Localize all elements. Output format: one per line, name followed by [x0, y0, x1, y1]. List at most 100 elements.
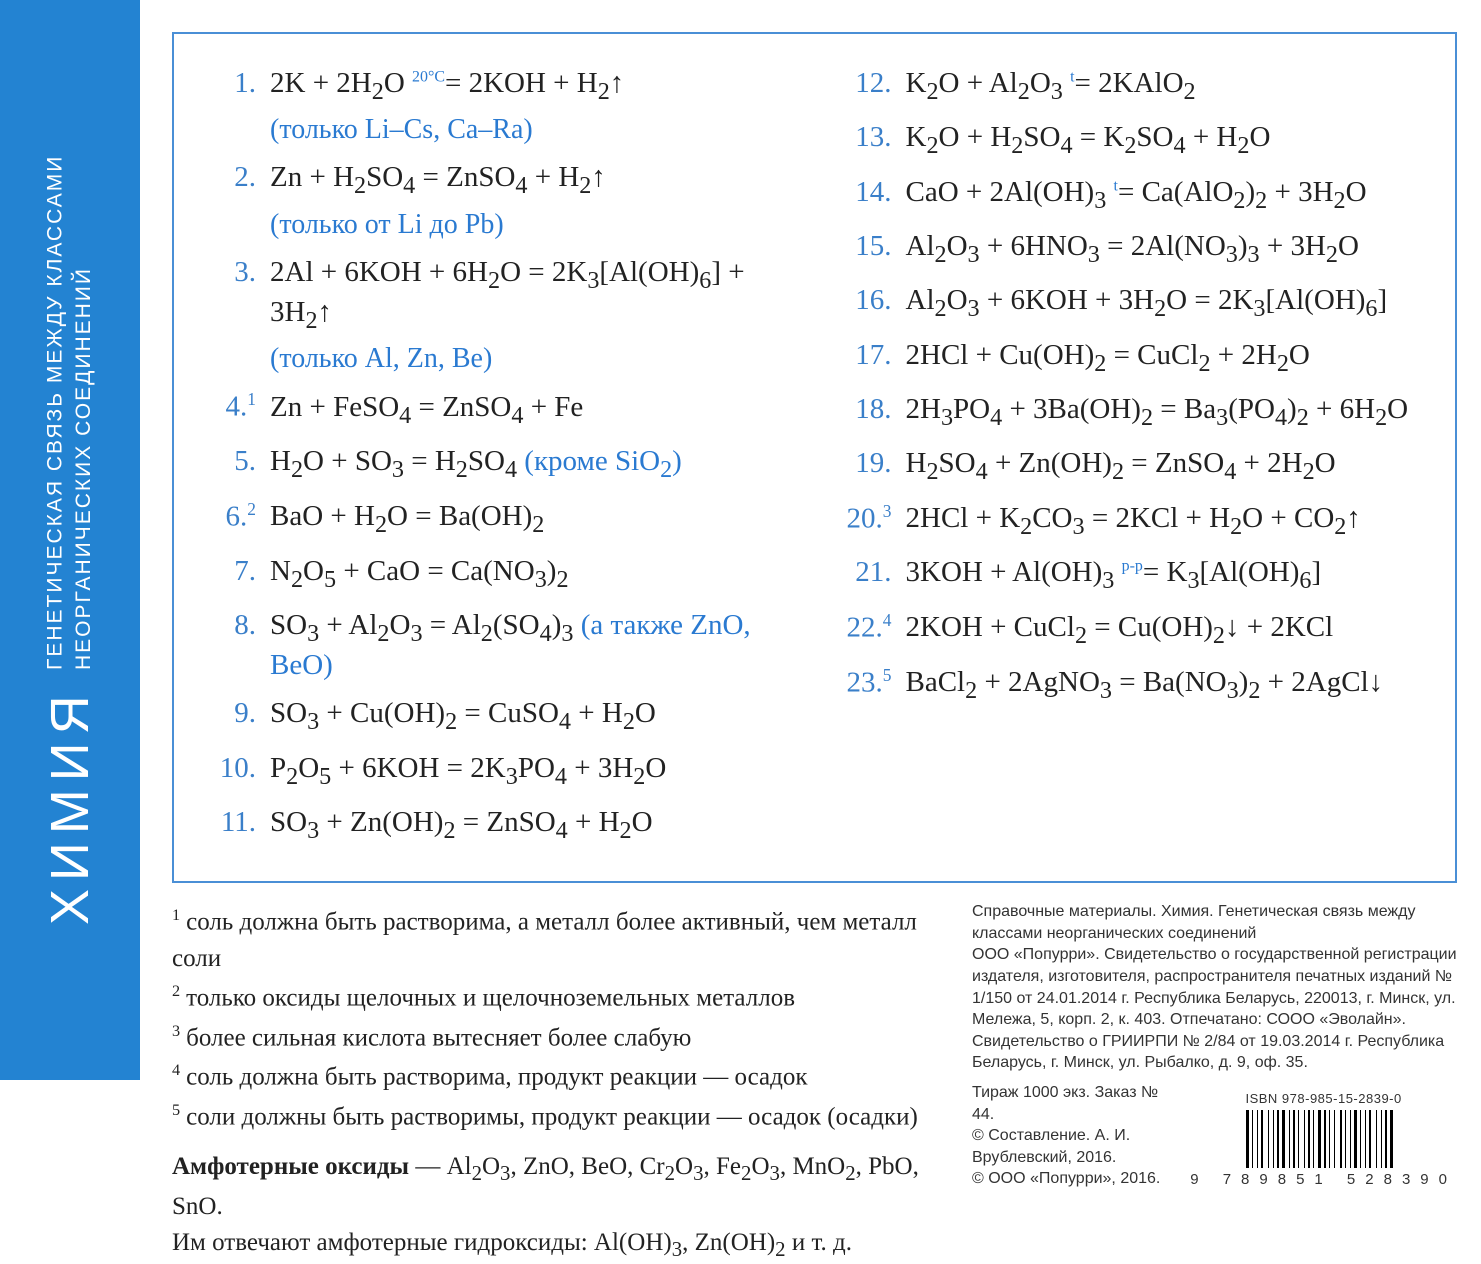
equation-number: 15.: [836, 229, 892, 263]
equation-row: 16. Al2O3 + 6KOH + 3H2O = 2K3[Al(OH)6]: [836, 283, 1430, 323]
equation-row: 12. K2O + Al2O3 t= 2KAlO2: [836, 66, 1430, 106]
equation-body: H2SO4 + Zn(OH)2 = ZnSO4 + 2H2O: [906, 446, 1336, 486]
equation-row: 8. SO3 + Al2O3 = Al2(SO4)3 (а также ZnO, …: [200, 608, 794, 683]
equation-body: 2KOH + CuCl2 = Cu(OH)2↓ + 2KCl: [906, 610, 1334, 650]
equation-number: 19.: [836, 446, 892, 480]
equation-number: 2.: [200, 160, 256, 194]
equation-number: 12.: [836, 66, 892, 100]
equation-body: Al2O3 + 6HNO3 = 2Al(NO3)3 + 3H2O: [906, 229, 1359, 269]
page: ХИМИЯ ГЕНЕТИЧЕСКАЯ СВЯЗЬ МЕЖДУ КЛАССАМИ …: [0, 0, 1481, 1080]
equation-row: 13. K2O + H2SO4 = K2SO4 + H2O: [836, 120, 1430, 160]
footnote: 1соль должна быть растворима, а металл б…: [172, 904, 948, 977]
equation-number: 13.: [836, 120, 892, 154]
equation-frame: 1. 2K + 2H2O 20°C= 2KOH + H2↑ (только Li–C…: [172, 32, 1457, 883]
equation-body: K2O + H2SO4 = K2SO4 + H2O: [906, 120, 1271, 160]
equation-body: K2O + Al2O3 t= 2KAlO2: [906, 66, 1196, 106]
equation-body: N2O5 + CaO = Ca(NO3)2: [270, 554, 569, 594]
spine-bar: ХИМИЯ ГЕНЕТИЧЕСКАЯ СВЯЗЬ МЕЖДУ КЛАССАМИ …: [0, 0, 140, 1080]
equation-number: 21.: [836, 555, 892, 589]
equation-row: 7. N2O5 + CaO = Ca(NO3)2: [200, 554, 794, 594]
equation-subnote: (только от Li до Pb): [270, 209, 794, 241]
equation-body: P2O5 + 6KOH = 2K3PO4 + 3H2O: [270, 751, 666, 791]
equation-number: 5.: [200, 444, 256, 478]
equation-number: 14.: [836, 175, 892, 209]
equation-body: BaCl2 + 2AgNO3 = Ba(NO3)2 + 2AgCl↓: [906, 665, 1384, 705]
equation-number: 11.: [200, 805, 256, 839]
equation-body: H2O + SO3 = H2SO4 (кроме SiO2): [270, 444, 682, 484]
isbn-row: Тираж 1000 экз. Заказ № 44. © Составлени…: [972, 1082, 1457, 1190]
equation-number: 7.: [200, 554, 256, 588]
equation-row: 9. SO3 + Cu(OH)2 = CuSO4 + H2O: [200, 696, 794, 736]
footnote: 5соли должны быть растворимы, продукт ре…: [172, 1099, 948, 1136]
equation-row: 11. SO3 + Zn(OH)2 = ZnSO4 + H2O: [200, 805, 794, 845]
barcode: ISBN 978-985-15-2839-0 9 789851 528390: [1190, 1090, 1457, 1190]
equation-body: SO3 + Al2O3 = Al2(SO4)3 (а также ZnO, Be…: [270, 608, 794, 683]
equation-row: 2. Zn + H2SO4 = ZnSO4 + H2↑: [200, 160, 794, 200]
barcode-bars: [1244, 1110, 1404, 1168]
equation-number: 9.: [200, 696, 256, 730]
equation-body: 2Al + 6KOH + 6H2O = 2K3[Al(OH)6] + 3H2↑: [270, 255, 794, 336]
equation-number: 4.1: [200, 389, 256, 424]
imprint-line4: © Составление. А. И. Врублевский, 2016.: [972, 1125, 1176, 1168]
footer-zone: 1соль должна быть растворима, а металл б…: [172, 901, 1457, 1264]
amphoterics: Амфотерные оксиды — Al2O3, ZnO, BeO, Cr2…: [172, 1149, 948, 1264]
equation-row: 17. 2HCl + Cu(OH)2 = CuCl2 + 2H2O: [836, 338, 1430, 378]
equation-body: BaO + H2O = Ba(OH)2: [270, 499, 544, 539]
equation-row: 21. 3KOH + Al(OH)3 p-p= K3[Al(OH)6]: [836, 555, 1430, 595]
equation-number: 3.: [200, 255, 256, 289]
equation-number: 1.: [200, 66, 256, 100]
equation-row: 19. H2SO4 + Zn(OH)2 = ZnSO4 + 2H2O: [836, 446, 1430, 486]
imprint-block: Справочные материалы. Химия. Генетическа…: [972, 901, 1457, 1264]
content-area: 1. 2K + 2H2O 20°C= 2KOH + H2↑ (только Li–C…: [140, 0, 1481, 1080]
spine-text: ХИМИЯ ГЕНЕТИЧЕСКАЯ СВЯЗЬ МЕЖДУ КЛАССАМИ …: [39, 0, 101, 1080]
equation-subnote: (только Al, Zn, Be): [270, 343, 794, 375]
equation-subnote: (только Li–Cs, Ca–Ra): [270, 114, 794, 146]
equation-number: 10.: [200, 751, 256, 785]
equation-body: SO3 + Cu(OH)2 = CuSO4 + H2O: [270, 696, 656, 736]
footnotes-block: 1соль должна быть растворима, а металл б…: [172, 901, 948, 1264]
equation-body: Zn + FeSO4 = ZnSO4 + Fe: [270, 390, 583, 430]
footnote: 3более сильная кислота вытесняет более с…: [172, 1020, 948, 1057]
equation-number: 6.2: [200, 499, 256, 534]
imprint-line2: ООО «Попурри». Свидетельство о государст…: [972, 944, 1457, 1074]
equation-row: 20.32HCl + K2CO3 = 2KCl + H2O + CO2↑: [836, 501, 1430, 542]
equation-row: 18. 2H3PO4 + 3Ba(OH)2 = Ba3(PO4)2 + 6H2O: [836, 392, 1430, 432]
equation-row: 3. 2Al + 6KOH + 6H2O = 2K3[Al(OH)6] + 3H2…: [200, 255, 794, 336]
equation-row: 1. 2K + 2H2O 20°C= 2KOH + H2↑: [200, 66, 794, 106]
equations-left-column: 1. 2K + 2H2O 20°C= 2KOH + H2↑ (только Li–C…: [200, 52, 794, 859]
barcode-digits: 9 789851 528390: [1190, 1170, 1457, 1190]
equation-number: 17.: [836, 338, 892, 372]
equation-row: 22.4 2KOH + CuCl2 = Cu(OH)2↓ + 2KCl: [836, 610, 1430, 651]
imprint-line3: Тираж 1000 экз. Заказ № 44.: [972, 1082, 1176, 1125]
spine-topic: ГЕНЕТИЧЕСКАЯ СВЯЗЬ МЕЖДУ КЛАССАМИ НЕОРГА…: [42, 155, 99, 670]
equation-number: 8.: [200, 608, 256, 642]
equation-body: 2K + 2H2O 20°C= 2KOH + H2↑: [270, 66, 624, 106]
equation-number: 16.: [836, 283, 892, 317]
equation-row: 23.5 BaCl2 + 2AgNO3 = Ba(NO3)2 + 2AgCl↓: [836, 665, 1430, 706]
spine-subject: ХИМИЯ: [39, 688, 101, 926]
equation-number: 23.5: [836, 665, 892, 700]
equation-body: 2H3PO4 + 3Ba(OH)2 = Ba3(PO4)2 + 6H2O: [906, 392, 1409, 432]
equation-body: 3KOH + Al(OH)3 p-p= K3[Al(OH)6]: [906, 555, 1322, 595]
equations-right-column: 12. K2O + Al2O3 t= 2KAlO2 13. K2O + H2SO4 =…: [836, 52, 1430, 859]
equation-number: 18.: [836, 392, 892, 426]
equation-body: SO3 + Zn(OH)2 = ZnSO4 + H2O: [270, 805, 653, 845]
equation-number: 22.4: [836, 610, 892, 645]
equation-row: 14. CaO + 2Al(OH)3 t= Ca(AlO2)2 + 3H2O: [836, 175, 1430, 215]
imprint-line5: © ООО «Попурри», 2016.: [972, 1168, 1176, 1190]
equation-row: 6.2 BaO + H2O = Ba(OH)2: [200, 499, 794, 540]
footnote: 2только оксиды щелочных и щелочноземельн…: [172, 980, 948, 1017]
isbn-text: ISBN 978-985-15-2839-0: [1245, 1090, 1401, 1108]
imprint-line1: Справочные материалы. Химия. Генетическа…: [972, 901, 1457, 944]
equation-row: 15. Al2O3 + 6HNO3 = 2Al(NO3)3 + 3H2O: [836, 229, 1430, 269]
equation-body: Al2O3 + 6KOH + 3H2O = 2K3[Al(OH)6]: [906, 283, 1388, 323]
imprint-tail: Тираж 1000 экз. Заказ № 44. © Составлени…: [972, 1082, 1176, 1190]
equation-row: 4.1 Zn + FeSO4 = ZnSO4 + Fe: [200, 389, 794, 430]
equation-body: CaO + 2Al(OH)3 t= Ca(AlO2)2 + 3H2O: [906, 175, 1367, 215]
equation-row: 10. P2O5 + 6KOH = 2K3PO4 + 3H2O: [200, 751, 794, 791]
equation-body: 2HCl + Cu(OH)2 = CuCl2 + 2H2O: [906, 338, 1310, 378]
equation-number: 20.3: [836, 501, 892, 536]
footnote: 4соль должна быть растворима, продукт ре…: [172, 1059, 948, 1096]
equation-body: Zn + H2SO4 = ZnSO4 + H2↑: [270, 160, 606, 200]
equation-row: 5. H2O + SO3 = H2SO4 (кроме SiO2): [200, 444, 794, 484]
